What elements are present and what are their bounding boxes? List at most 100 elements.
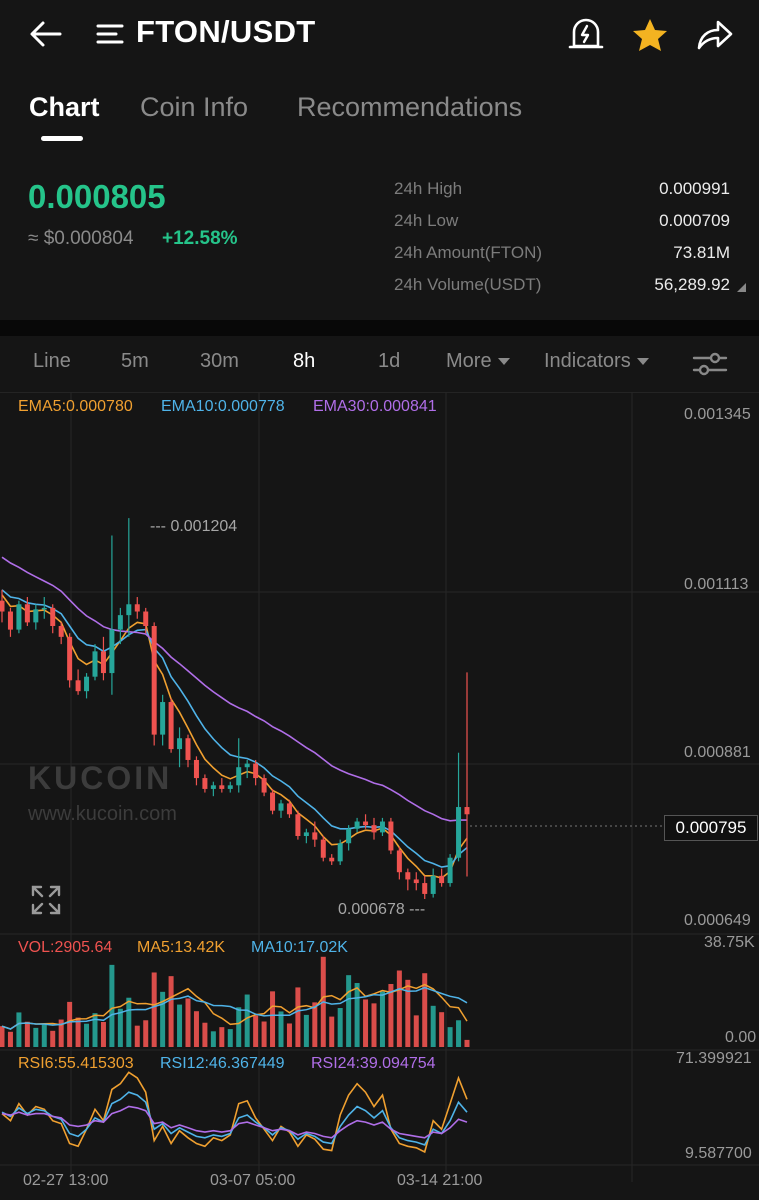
menu-lines-icon[interactable] [96,22,124,46]
volume-bar [270,991,276,1047]
candle-body [371,825,377,833]
share-icon[interactable] [694,18,734,52]
volume-bar [210,1031,216,1047]
active-tab-indicator [41,136,83,141]
price-change-percent: +12.58% [162,228,238,249]
time-axis-label: 03-07 05:00 [210,1172,296,1189]
stat-label-24h-high: 24h High [394,179,463,198]
candle-body [109,629,115,674]
watermark-url: www.kucoin.com [28,803,177,825]
candle-body [210,785,216,789]
candle-body [363,821,369,826]
volume-bar [7,1031,13,1047]
volume-ma10-label: MA10:17.02K [251,939,348,956]
volume-bar [363,999,369,1047]
volume-bar [354,983,360,1047]
candle-body [151,626,157,735]
price-alert-icon[interactable] [566,16,606,52]
candle-body [193,759,199,779]
volume-bar [193,1011,199,1047]
volume-bar [143,1020,149,1047]
candle-body [405,872,411,880]
favorite-star-icon[interactable] [630,16,670,54]
candle-body [413,879,419,884]
price-axis-label: 0.001113 [684,576,749,593]
ema-lines [1,556,468,879]
ema30-label: EMA30:0.000841 [313,398,437,415]
back-arrow-icon[interactable] [28,18,64,50]
candle-body [396,850,402,873]
rsi-axis-bottom: 9.587700 [685,1145,752,1162]
volume-bar [405,979,411,1047]
candlestick-chart[interactable] [0,392,759,1200]
candle-body [219,785,225,789]
volume-bar [430,1005,436,1047]
volume-bar [312,1002,318,1047]
candle-body [303,832,309,836]
ema5-label: EMA5:0.000780 [18,398,133,415]
chart-settings-icon[interactable] [692,350,728,378]
interval-line[interactable]: Line [33,350,71,372]
chart-grid [0,392,759,1182]
volume-bar [371,1003,377,1047]
interval-1d[interactable]: 1d [378,350,401,372]
more-intervals-dropdown[interactable]: More [446,350,510,373]
rsi24-label: RSI24:39.094754 [311,1055,436,1072]
candle-body [464,807,470,815]
candle-body [286,803,292,815]
volume-bar [388,983,394,1047]
watermark-logo: KUCOIN [28,760,173,796]
volume-ma-lines [1,983,468,1030]
candle-body [24,604,30,623]
volume-bar [261,1021,267,1047]
volume-axis-top: 38.75K [704,934,755,951]
candle-body [422,883,428,894]
rsi12-label: RSI12:46.367449 [160,1055,285,1072]
current-price-tag: 0.000795 [664,815,758,841]
candle-body [58,626,64,637]
candle-body [185,738,191,760]
volume-bar [219,1027,225,1047]
candle-body [168,702,174,750]
high-price-marker: --- 0.001204 [150,518,238,535]
ema30-line [1,556,467,822]
volume-bar [0,1026,5,1047]
pair-title[interactable]: FTON/USDT [136,14,316,49]
interval-8h[interactable]: 8h [293,350,316,372]
candle-body [100,651,106,674]
candle-body [244,763,250,768]
price-axis-label: 0.001345 [684,406,751,423]
candle-body [50,607,56,626]
candle-body [117,615,123,630]
candle-body [143,611,149,626]
volume-bar [75,1017,81,1047]
candle-body [270,792,276,811]
volume-bar [456,1020,462,1047]
tab-coin-info[interactable]: Coin Info [140,92,249,122]
tab-chart[interactable]: Chart [29,92,100,122]
interval-30m[interactable]: 30m [200,350,239,372]
fullscreen-expand-icon[interactable] [30,884,62,916]
volume-bar [109,964,115,1047]
volume-bar [447,1027,453,1047]
candle-body [126,604,132,616]
candle-body [0,600,5,612]
volume-bar [396,970,402,1047]
stat-value-24h-volume: 56,289.92 [654,275,730,294]
volume-bar [413,1015,419,1047]
stat-label-24h-low: 24h Low [394,211,459,230]
rsi6-line [1,1071,468,1154]
tab-recommendations[interactable]: Recommendations [297,92,523,122]
volume-bar [278,1011,284,1047]
indicators-dropdown[interactable]: Indicators [544,350,649,373]
volume-bar [134,1025,140,1047]
candle-body [16,604,22,630]
low-price-marker: 0.000678 --- [338,901,426,918]
chevron-down-icon [636,358,649,366]
candle-body [388,821,394,851]
candle-body [295,814,301,836]
interval-5m[interactable]: 5m [121,350,149,372]
candle-body [236,767,242,786]
rsi6-label: RSI6:55.415303 [18,1055,134,1072]
candle-body [134,604,140,612]
